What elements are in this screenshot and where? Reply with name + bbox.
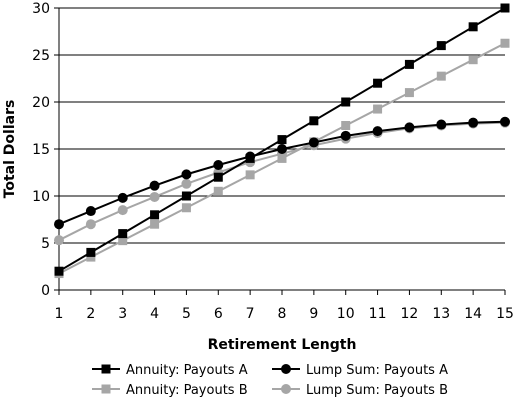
series-0-point-11 (373, 78, 383, 88)
x-tick-label-11: 11 (369, 306, 387, 322)
series-2-point-11 (372, 126, 383, 137)
series-0 (54, 3, 510, 276)
series-1-point-6 (213, 186, 223, 196)
series-2-point-15 (500, 116, 510, 127)
series-0-point-6 (213, 172, 223, 182)
series-2-point-10 (340, 130, 351, 141)
series-1-point-5 (181, 203, 191, 213)
y-tick-label-10: 10 (32, 189, 50, 205)
x-tick-label-2: 2 (86, 306, 95, 322)
x-tick-label-12: 12 (401, 306, 419, 322)
series-2 (54, 116, 510, 230)
legend: Annuity: Payouts A Annuity: Payouts B Lump… (92, 363, 448, 398)
series-3-point-3 (117, 205, 128, 216)
series-2-point-1 (54, 219, 64, 230)
x-tick-label-14: 14 (464, 306, 482, 322)
series-3-point-4 (149, 191, 160, 202)
series-1-point-11 (373, 104, 383, 114)
series-2-point-2 (85, 206, 96, 217)
legend-swatch-marker-1 (101, 384, 111, 394)
y-tick-label-5: 5 (41, 236, 50, 252)
series-2-point-12 (404, 122, 415, 133)
series-0-point-10 (341, 97, 351, 107)
legend-swatch-marker-2 (281, 364, 291, 374)
series-3-point-2 (85, 219, 96, 230)
x-tick-label-1: 1 (55, 306, 64, 322)
x-tick-label-6: 6 (214, 306, 223, 322)
series-1-point-12 (404, 88, 414, 98)
series-0-point-3 (118, 229, 128, 239)
legend-label-3: Lump Sum: Payouts B (306, 383, 448, 398)
series-0-point-15 (500, 3, 510, 13)
series-0-point-14 (468, 22, 478, 32)
series-0-point-4 (150, 210, 160, 220)
series-3-point-1 (54, 235, 64, 246)
x-tick-label-3: 3 (118, 306, 127, 322)
x-tick-label-8: 8 (278, 306, 287, 322)
legend-label-0: Annuity: Payouts A (126, 363, 248, 378)
x-tick-label-9: 9 (309, 306, 318, 322)
series-2-point-7 (245, 151, 256, 162)
series-1-point-2 (86, 252, 96, 262)
y-tick-label-25: 25 (32, 48, 50, 64)
y-tick-label-0: 0 (41, 283, 50, 299)
series-1-point-15 (500, 38, 510, 48)
legend-item-2: Lump Sum: Payouts A (272, 363, 448, 378)
series-2-point-13 (436, 119, 447, 130)
legend-swatch-marker-3 (281, 384, 291, 394)
series-2-point-4 (149, 180, 160, 191)
y-axis-title: Total Dollars (2, 100, 18, 199)
x-tick-label-13: 13 (432, 306, 450, 322)
series-1-point-10 (341, 121, 351, 130)
x-tick-label-4: 4 (150, 306, 159, 322)
legend-item-3: Lump Sum: Payouts B (272, 383, 448, 398)
series-0-point-5 (181, 191, 191, 201)
x-tick-label-5: 5 (182, 306, 191, 322)
y-tick-label-30: 30 (32, 1, 50, 17)
x-tick-label-7: 7 (246, 306, 255, 322)
x-axis-title: Retirement Length (208, 337, 357, 353)
series-1-point-7 (245, 170, 255, 180)
series-0-point-9 (309, 116, 319, 126)
legend-item-1: Annuity: Payouts B (92, 383, 248, 398)
x-tick-label-15: 15 (496, 306, 514, 322)
series-3-point-5 (181, 178, 192, 189)
series-1-point-3 (118, 236, 128, 246)
series-0-point-1 (54, 266, 64, 276)
series-0-point-12 (404, 59, 414, 69)
legend-item-0: Annuity: Payouts A (92, 363, 248, 378)
series-2-point-8 (277, 144, 287, 154)
x-tick-label-10: 10 (337, 306, 355, 322)
legend-label-2: Lump Sum: Payouts A (306, 363, 448, 378)
series-0-point-2 (86, 247, 96, 257)
series-0-point-8 (277, 135, 287, 145)
series-layer (54, 3, 510, 279)
legend-swatch-marker-0 (101, 364, 111, 374)
series-0-point-13 (436, 41, 446, 51)
series-2-point-3 (117, 192, 128, 203)
series-1-point-13 (436, 71, 446, 81)
series-1-point-14 (468, 55, 478, 65)
series-2-point-6 (213, 159, 224, 170)
legend-label-1: Annuity: Payouts B (126, 383, 248, 398)
series-2-point-5 (181, 169, 192, 180)
y-tick-label-20: 20 (32, 95, 50, 111)
series-2-point-14 (468, 117, 479, 128)
y-tick-label-15: 15 (32, 142, 50, 158)
series-1-point-4 (150, 219, 160, 229)
series-2-point-9 (308, 137, 319, 148)
